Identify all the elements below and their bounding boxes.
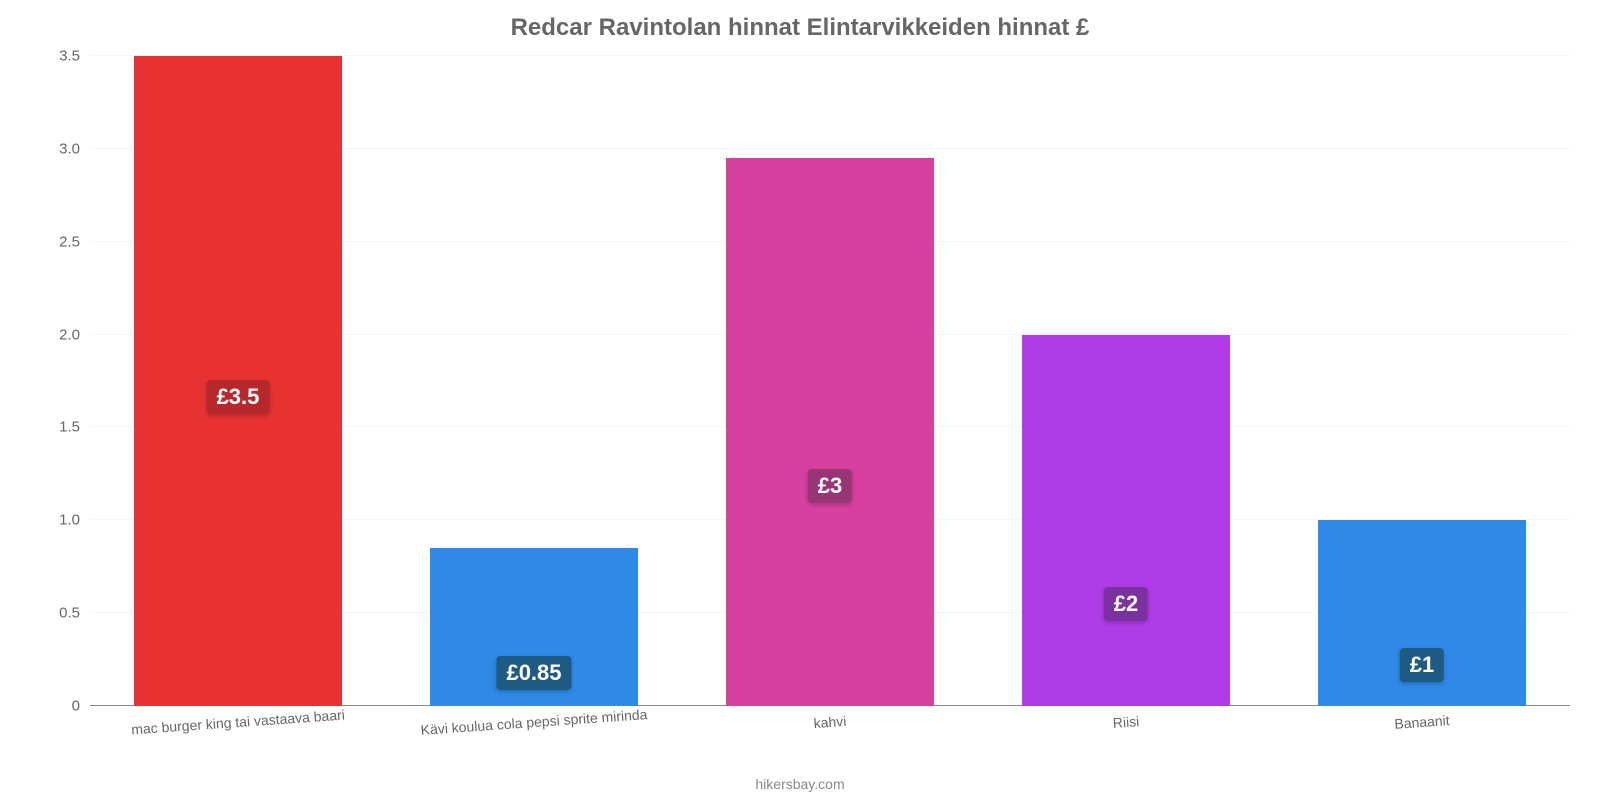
attribution-text: hikersbay.com bbox=[0, 776, 1600, 792]
bar-value-label: £0.85 bbox=[496, 656, 571, 690]
x-tick-label: Kävi koulua cola pepsi sprite mirinda bbox=[420, 706, 648, 738]
y-tick-label: 3.5 bbox=[59, 48, 90, 65]
y-tick-label: 2.0 bbox=[59, 326, 90, 343]
plot-area: 00.51.01.52.02.53.03.5£3.5£0.85£3£2£1 bbox=[90, 56, 1570, 706]
bar: £3.5 bbox=[134, 56, 341, 706]
chart-title: Redcar Ravintolan hinnat Elintarvikkeide… bbox=[0, 0, 1600, 48]
bar-value-label: £3 bbox=[808, 469, 852, 503]
bar: £2 bbox=[1022, 335, 1229, 706]
bar-value-label: £1 bbox=[1400, 648, 1444, 682]
bar: £1 bbox=[1318, 520, 1525, 706]
x-tick-label: Riisi bbox=[1112, 713, 1140, 731]
y-tick-label: 1.5 bbox=[59, 419, 90, 436]
bar: £0.85 bbox=[430, 548, 637, 706]
y-tick-label: 0 bbox=[72, 698, 90, 715]
y-tick-label: 2.5 bbox=[59, 233, 90, 250]
price-bar-chart: Redcar Ravintolan hinnat Elintarvikkeide… bbox=[0, 0, 1600, 800]
y-tick-label: 1.0 bbox=[59, 512, 90, 529]
bar-value-label: £2 bbox=[1104, 587, 1148, 621]
y-tick-label: 0.5 bbox=[59, 605, 90, 622]
bar: £3 bbox=[726, 158, 933, 706]
x-tick-label: mac burger king tai vastaava baari bbox=[131, 707, 346, 738]
bar-value-label: £3.5 bbox=[207, 380, 270, 414]
x-tick-label: Banaanit bbox=[1394, 712, 1450, 732]
x-tick-label: kahvi bbox=[813, 713, 847, 731]
x-axis-labels: mac burger king tai vastaava baariKävi k… bbox=[90, 710, 1570, 770]
y-tick-label: 3.0 bbox=[59, 140, 90, 157]
